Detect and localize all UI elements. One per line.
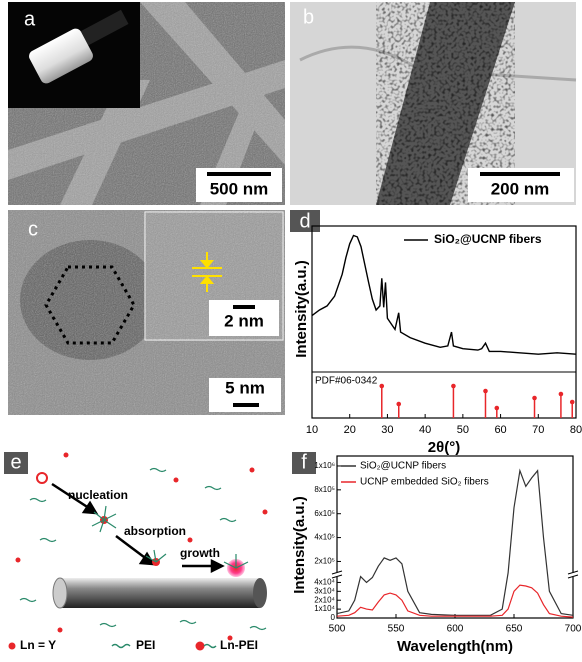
- x-tick-label: 80: [570, 424, 582, 436]
- panel-c: c 2 nm 5 nm: [8, 210, 285, 415]
- y-tick-label: 4x10⁴: [314, 578, 335, 587]
- y-tick-label: 8x10⁵: [314, 485, 335, 494]
- reference-dot: [396, 402, 401, 407]
- panel-label: c: [28, 218, 38, 240]
- x-tick-label: 10: [306, 424, 318, 436]
- y-tick-label: 3x10⁴: [314, 586, 335, 595]
- fiber-end: [53, 578, 67, 608]
- y-tick-label: 1x10⁶: [314, 461, 335, 470]
- legend-label: Ln = Y: [20, 638, 56, 652]
- panel-label: b: [303, 6, 314, 28]
- legend-symbol: [9, 643, 16, 650]
- panel-label: d: [299, 210, 310, 232]
- fiber-end: [253, 578, 267, 608]
- data-line: [312, 236, 576, 355]
- y-tick-label: 2x10⁴: [314, 595, 335, 604]
- x-tick-label: 700: [565, 624, 582, 635]
- reference-dot: [570, 400, 575, 405]
- x-tick-label: 30: [381, 424, 393, 436]
- step-label: absorption: [124, 524, 186, 538]
- x-tick-label: 50: [457, 424, 469, 436]
- x-tick-label: 550: [388, 624, 405, 635]
- y-axis-label: Intensity(a.u.): [291, 496, 308, 594]
- legend-label: PEI: [136, 638, 155, 652]
- panel-a: a 500 nm: [8, 2, 285, 205]
- reference-dot: [495, 406, 500, 411]
- y-tick-label: 6x10⁵: [314, 509, 335, 518]
- x-tick-label: 500: [329, 624, 346, 635]
- y-tick-label: 0: [331, 613, 336, 622]
- legend-label: SiO₂@UCNP fibers: [360, 461, 446, 472]
- x-tick-label: 40: [419, 424, 431, 436]
- legend-label: SiO₂@UCNP fibers: [434, 232, 542, 246]
- plot-frame: [312, 226, 576, 418]
- scale-label: 2 nm: [224, 311, 264, 330]
- x-tick-label: 70: [532, 424, 544, 436]
- reference-dot: [451, 384, 456, 389]
- reference-dot: [483, 389, 488, 394]
- legend-symbol: [204, 645, 216, 648]
- scale-label: 500 nm: [210, 179, 269, 198]
- fiber: [60, 578, 260, 608]
- figure: a 500 nm b 200 nm c 2 nm 5 nm: [0, 0, 582, 662]
- x-tick-label: 20: [344, 424, 356, 436]
- scale-label: 200 nm: [491, 179, 550, 198]
- scale-bar: [207, 172, 271, 176]
- panel-b: b 200 nm: [290, 2, 576, 205]
- ln-ions: [16, 453, 268, 641]
- legend-label: UCNP embedded SiO₂ fibers: [360, 477, 489, 488]
- scale-label: 5 nm: [225, 378, 265, 397]
- y-tick-label: 2x10⁵: [314, 557, 335, 566]
- step-label: growth: [180, 546, 220, 560]
- panel-e: e nucleation absorption growth Ln = Y: [4, 451, 268, 652]
- panel-label: a: [24, 8, 36, 30]
- seed: [37, 473, 47, 483]
- x-axis-label: 2θ(°): [428, 439, 460, 456]
- x-tick-label: 600: [447, 624, 464, 635]
- legend-label: Ln-PEI: [220, 638, 258, 652]
- y-tick-label: 4x10⁵: [314, 533, 335, 542]
- reference-dot: [559, 392, 564, 397]
- scale-bar: [480, 172, 560, 176]
- y-tick-label: 1x10⁴: [314, 604, 335, 613]
- x-axis-label: Wavelength(nm): [397, 638, 513, 655]
- reference-dot: [379, 384, 384, 389]
- x-tick-label: 60: [494, 424, 506, 436]
- panel-label: e: [10, 451, 21, 473]
- panel-label: f: [301, 451, 307, 473]
- x-tick-label: 650: [506, 624, 523, 635]
- step-label: nucleation: [68, 488, 128, 502]
- scale-bar: [233, 305, 255, 309]
- reference-dot: [532, 396, 537, 401]
- scale-bar: [233, 403, 259, 407]
- panel-d: d 10 20 30 40 50 60 70 80 2θ(°) Intensity(a.u.) Si…: [290, 210, 582, 456]
- data-line: [337, 585, 573, 617]
- reference-label: PDF#06-0342: [315, 376, 378, 387]
- legend-symbol: [196, 642, 205, 651]
- legend-symbol: [112, 645, 130, 648]
- y-axis-label: Intensity(a.u.): [293, 260, 310, 358]
